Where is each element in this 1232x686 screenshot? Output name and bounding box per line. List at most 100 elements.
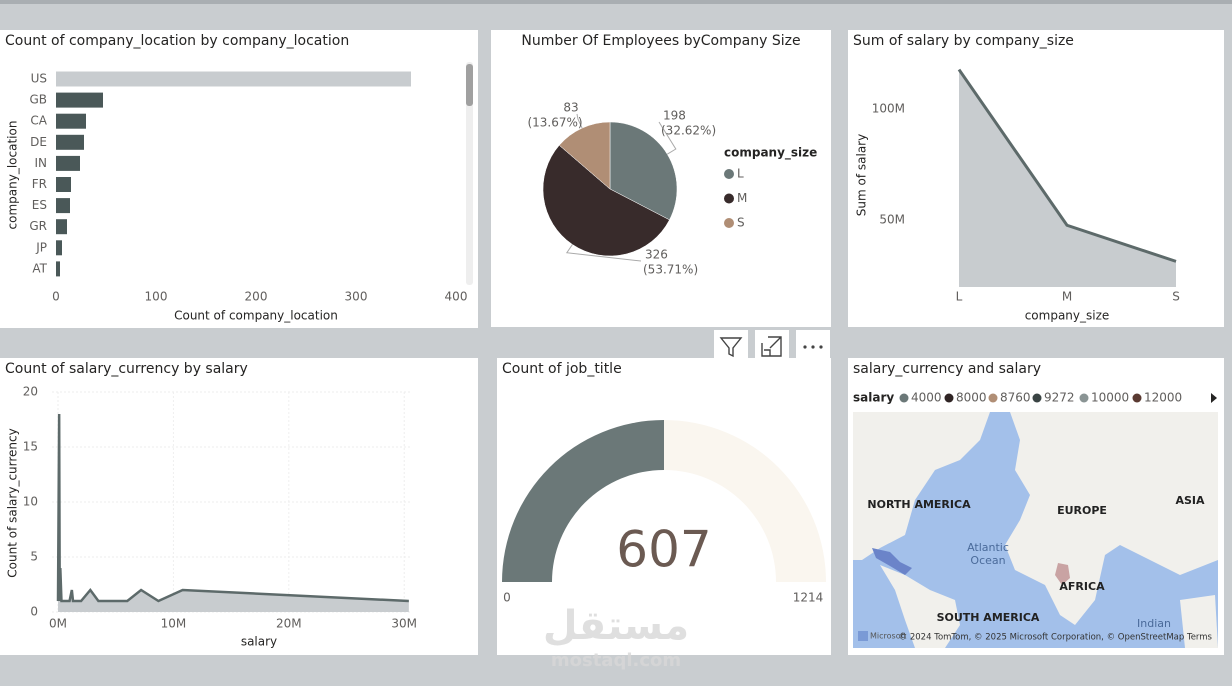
y-tick-label: IN [34,156,47,170]
legend-marker [724,218,734,228]
leader-line [658,121,677,155]
data-label: 198 [663,109,686,123]
data-label: 326 [645,248,668,262]
x-tick-label: M [1062,290,1072,304]
legend-label: 8000 [956,391,987,405]
watermark: مستقل [543,603,689,649]
x-tick-label: 30M [391,617,417,631]
x-tick-label: 400 [445,290,468,304]
legend-marker [1032,393,1042,403]
x-axis-title: salary [241,635,277,649]
watermark: mostaql.com [551,650,681,671]
legend-marker [724,193,734,204]
x-tick-label: 10M [161,617,187,631]
x-tick-label: 20M [276,617,302,631]
map-label: Indian [1137,617,1171,630]
filter-icon [719,337,743,358]
x-tick-label: 0 [52,290,60,304]
land [1180,595,1218,648]
legend-marker [1132,393,1142,403]
y-tick-label: ES [32,198,47,212]
chart-title: Sum of salary by company_size [853,33,1074,49]
y-tick-label: 0 [30,605,38,619]
map-base [853,412,1218,648]
map-label: ASIA [1175,494,1205,507]
map-label: SOUTH AMERICA [937,611,1040,624]
legend-label: 10000 [1091,391,1129,405]
bar [56,134,84,150]
dot [803,345,807,349]
y-tick-label: US [31,72,47,86]
dot [811,345,815,349]
bar [56,240,62,256]
legend-label: 9272 [1044,391,1075,405]
line [957,68,1177,263]
land [880,565,960,648]
bar [56,261,60,277]
legend-marker [724,169,734,179]
area [959,69,1176,288]
y-axis-title: Count of salary_currency [6,428,20,577]
chart-title: Count of company_location by company_loc… [5,33,349,49]
scrollbar[interactable] [466,62,473,285]
dot [819,345,823,349]
legend-label: L [737,167,744,181]
legend-marker [988,393,998,403]
y-tick-label: DE [30,135,47,149]
map-label: Atlantic [967,541,1009,554]
y-tick-label: CA [30,114,47,128]
bar [56,155,80,171]
x-tick-label: 100 [145,290,168,304]
bar [56,71,411,87]
map-label: AFRICA [1059,580,1105,593]
visual-toolbar [714,330,830,362]
top-strip [0,0,1232,4]
x-tick-label: 200 [245,290,268,304]
filter-button[interactable] [714,330,748,362]
gauge-value-label: 607 [616,521,711,579]
map-label: NORTH AMERICA [867,498,971,511]
data-label: 83 [563,101,578,115]
y-tick-label: GR [29,219,47,233]
y-axis-title: Sum of salary [855,134,869,216]
x-tick-label: S [1172,290,1180,304]
leader-line [576,113,583,129]
highlight-country [872,548,912,575]
chart-title: Count of job_title [502,361,622,377]
bar [56,177,71,192]
pie-slice [558,121,611,190]
data-label-percent: (32.62%) [661,124,716,138]
map-label: Ocean [970,554,1005,567]
x-tick-label: 0M [49,617,67,631]
x-axis-title: company_size [1025,309,1110,323]
line [56,413,409,603]
scroll-thumb[interactable] [466,64,473,106]
legend-marker [899,393,909,403]
x-tick-label: 300 [345,290,368,304]
highlight-country [1055,563,1070,585]
y-tick-label: FR [32,177,47,191]
x-axis-title: Count of company_location [174,309,338,323]
leader-line [565,244,642,262]
legend-label: 12000 [1144,391,1182,405]
y-tick-label: JP [35,240,47,254]
focus-icon [761,336,782,357]
legend-next[interactable] [1211,393,1217,403]
chart-title: salary_currency and salary [853,361,1041,377]
map-label: EUROPE [1057,504,1107,517]
brand-logo [858,631,868,641]
data-label-percent: (53.71%) [643,263,698,277]
gauge-min-label: 0 [503,591,511,605]
legend-marker [944,393,954,403]
map-brand: Microsoft [870,632,906,641]
chart-title: Count of salary_currency by salary [5,361,248,377]
gauge-value [502,420,664,582]
y-axis-title: company_location [6,121,20,230]
x-tick-label: L [956,290,963,304]
gauge-max-label: 1214 [793,591,824,605]
legend-title: company_size [724,146,817,161]
map-attribution: © 2024 TomTom, © 2025 Microsoft Corporat… [899,633,1213,643]
land [853,412,990,560]
legend-label: S [737,216,745,230]
